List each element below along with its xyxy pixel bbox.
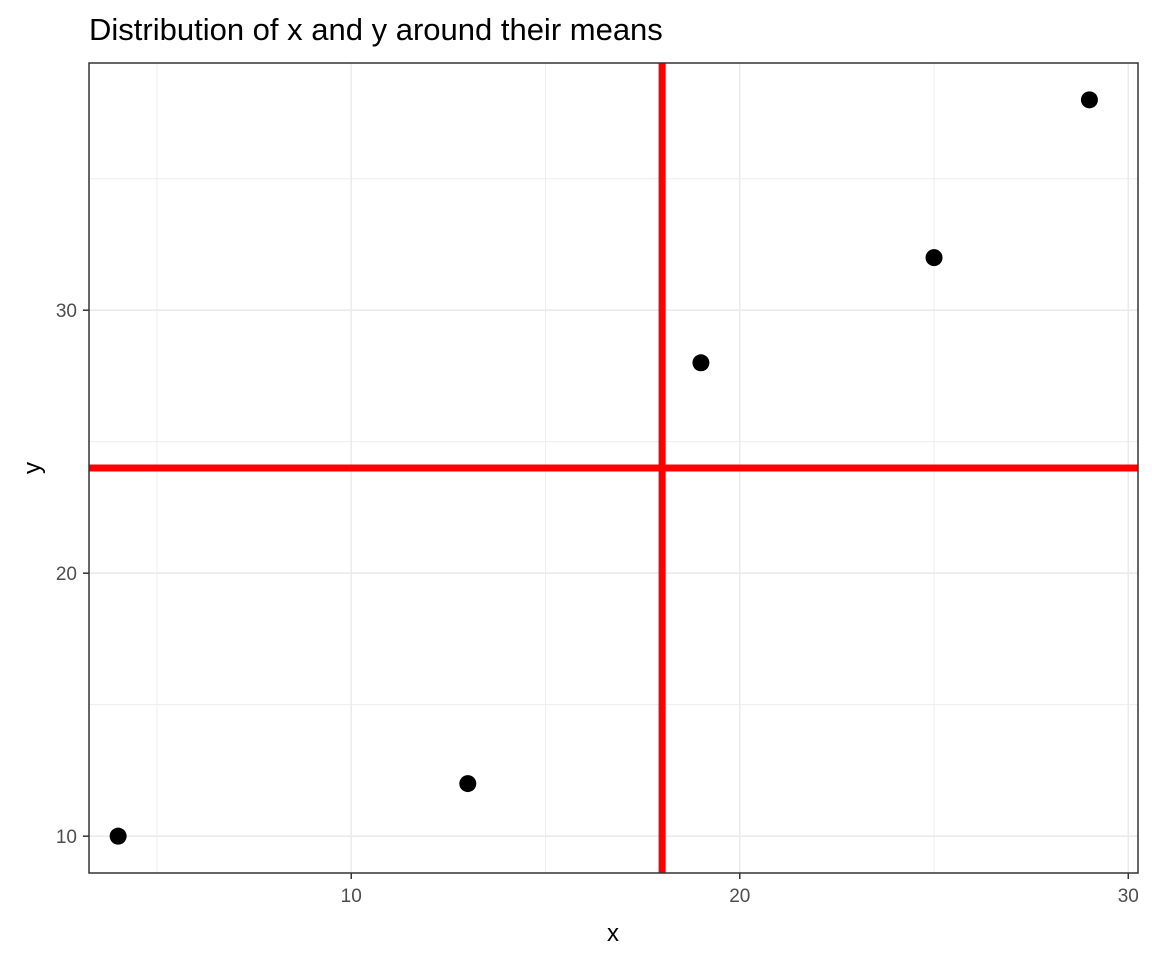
mean-reference-lines	[89, 63, 1138, 873]
x-tick-label: 10	[341, 886, 362, 907]
y-axis-ticks: 10 20 30	[56, 301, 89, 848]
data-point	[692, 354, 710, 372]
data-point	[1080, 91, 1098, 109]
x-axis-title: x	[607, 920, 619, 947]
x-tick-label: 30	[1118, 886, 1139, 907]
y-tick-label: 10	[56, 827, 77, 848]
data-point	[109, 827, 127, 845]
chart-title: Distribution of x and y around their mea…	[89, 12, 663, 47]
data-point	[925, 249, 943, 267]
x-axis-ticks: 10 20 30	[341, 873, 1139, 907]
x-tick-label: 20	[729, 886, 750, 907]
data-points	[109, 91, 1098, 845]
y-axis-title: y	[19, 462, 46, 474]
y-tick-label: 30	[56, 301, 77, 322]
panel-border	[88, 62, 1139, 874]
y-tick-label: 20	[56, 564, 77, 585]
data-point	[459, 775, 477, 793]
